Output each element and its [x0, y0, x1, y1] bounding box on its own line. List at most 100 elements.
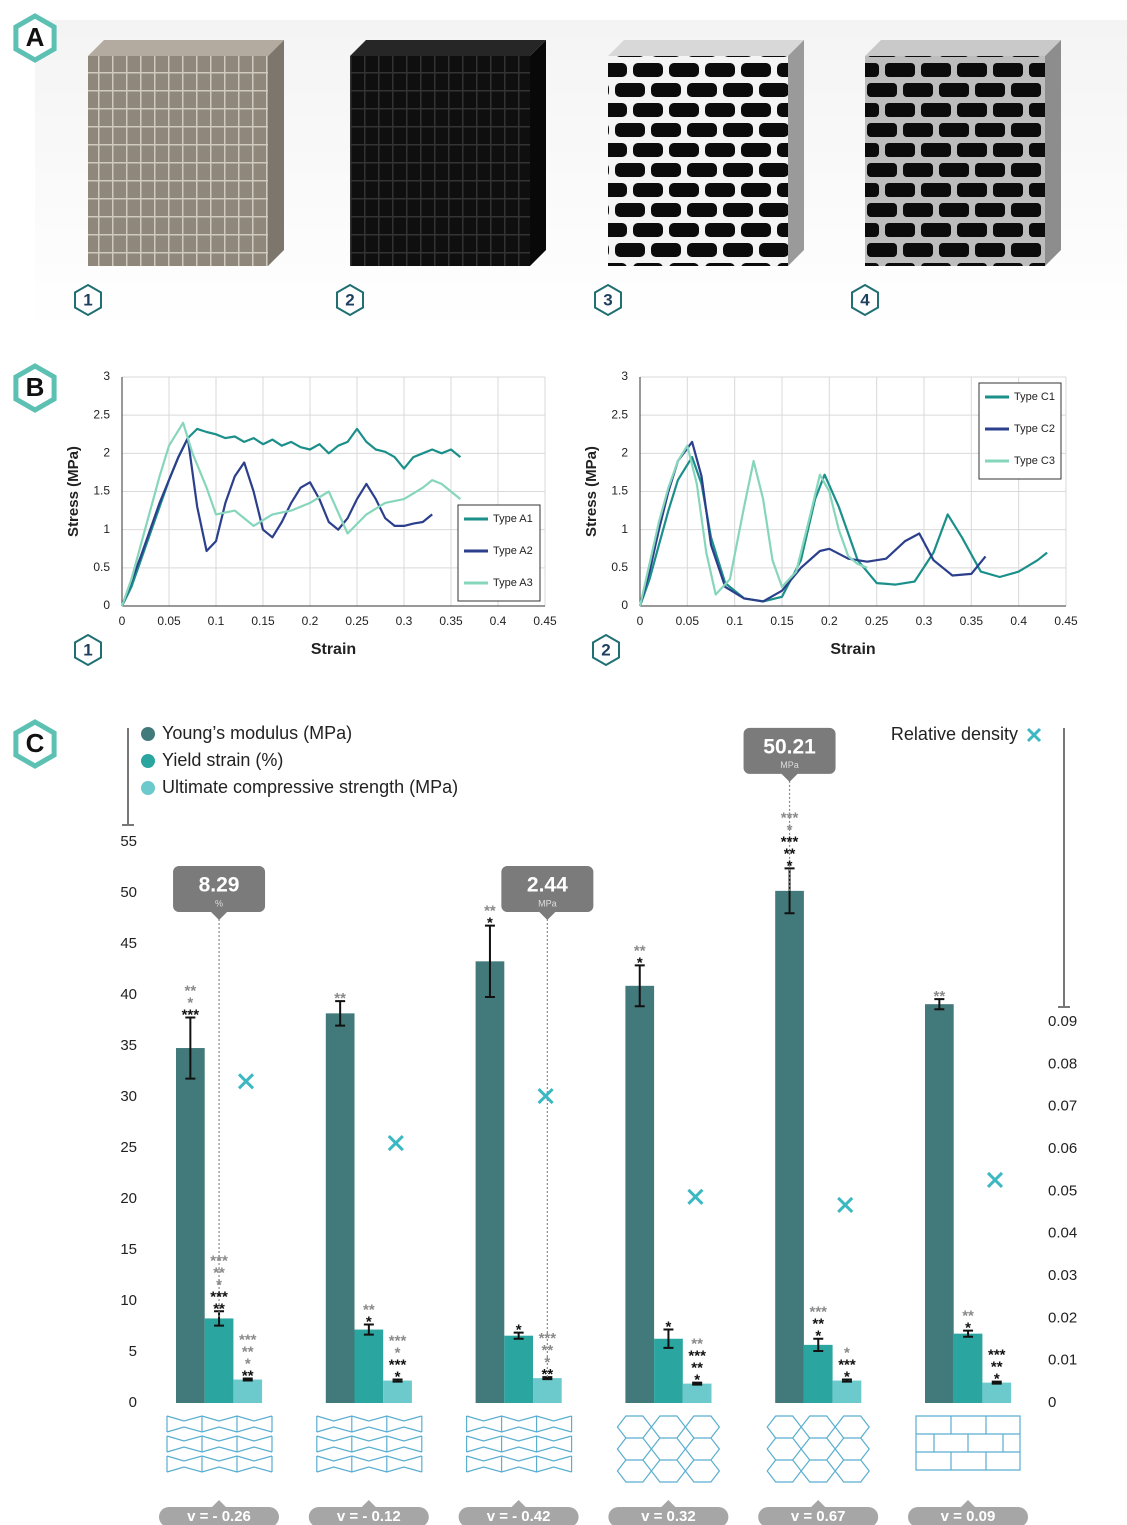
x-tick-label: 0.45	[1054, 614, 1078, 628]
x-axis-label: Strain	[311, 641, 356, 658]
bar	[925, 1004, 954, 1403]
legend-box	[457, 504, 541, 602]
number-badge	[336, 283, 364, 317]
y-tick-label: 1	[103, 522, 110, 536]
unit-cell-icon	[166, 1415, 273, 1473]
significance-mark: *	[245, 1355, 251, 1372]
error-bar	[841, 1378, 852, 1383]
significance-mark: **	[634, 942, 646, 959]
x-axis-label: Strain	[830, 641, 875, 658]
significance-mark: *	[516, 1322, 522, 1339]
significance-mark: **	[542, 1342, 554, 1359]
cube-side	[1045, 40, 1061, 266]
significance-mark: *	[787, 821, 793, 838]
significance-mark: **	[213, 1300, 225, 1317]
significance-mark: ***	[781, 833, 799, 850]
significance-mark: *	[216, 1276, 222, 1293]
density-marker	[687, 1188, 704, 1205]
y-tick-label: 2.5	[93, 407, 110, 421]
category-pill	[758, 1500, 879, 1525]
significance-mark: **	[812, 1316, 824, 1333]
y-tick-label: 5	[129, 1343, 137, 1360]
density-marker	[986, 1171, 1004, 1188]
significance-mark: *	[187, 994, 193, 1011]
significance-mark: *	[487, 915, 493, 932]
cube-front	[865, 56, 1045, 266]
significance-mark: **	[185, 982, 197, 999]
legend-label: Type A3	[493, 577, 533, 589]
cube-side	[788, 40, 804, 266]
significance-mark: **	[784, 845, 796, 862]
legend-label: Type C1	[1014, 391, 1055, 403]
significance-mark: *	[815, 1328, 821, 1345]
category-label: v = 0.67	[791, 1508, 846, 1525]
callout-unit: MPa	[538, 898, 557, 908]
bar	[233, 1379, 263, 1403]
significance-mark: ***	[838, 1357, 856, 1374]
y-tick-label: 40	[120, 986, 137, 1003]
y-tick-label: 25	[120, 1139, 137, 1156]
significance-mark: ***	[809, 1304, 827, 1321]
significance-mark: **	[242, 1367, 254, 1384]
cube-front	[608, 56, 788, 266]
error-bar	[392, 1378, 403, 1383]
significance-mark: ***	[781, 809, 799, 826]
cube-front	[88, 56, 268, 266]
density-marker	[237, 1073, 255, 1090]
y-tick-label: 0	[621, 598, 628, 612]
significance-mark: **	[691, 1336, 703, 1353]
number-badge	[592, 633, 620, 667]
bar	[504, 1335, 533, 1403]
significance-mark: *	[694, 1372, 700, 1389]
x-tick-label: 0.1	[726, 614, 743, 628]
category-label: v = 0.32	[641, 1508, 696, 1525]
number-badge	[74, 633, 102, 667]
y2-tick-label: 0.01	[1048, 1352, 1077, 1369]
number-badge	[594, 283, 622, 317]
bar	[682, 1383, 712, 1403]
unit-cell-icon	[616, 1415, 721, 1483]
callout-box	[501, 866, 594, 920]
x-tick-label: 0	[637, 614, 644, 628]
x-tick-label: 0.3	[916, 614, 933, 628]
error-bar	[363, 1323, 374, 1336]
category-pill	[159, 1500, 279, 1525]
density-marker	[837, 1196, 854, 1213]
significance-mark: *	[844, 1369, 850, 1386]
bar	[383, 1380, 412, 1403]
line-series	[638, 456, 1048, 607]
significance-mark: ***	[239, 1331, 257, 1348]
cube-side	[530, 40, 546, 266]
legend-marker	[1026, 727, 1042, 743]
significance-mark: ***	[389, 1357, 407, 1374]
panel-label: A	[26, 22, 45, 52]
callout-box	[173, 866, 266, 920]
axis-bracket	[1058, 728, 1070, 1008]
number-label: 4	[860, 290, 870, 309]
legend-label: Type A1	[493, 513, 533, 525]
significance-mark: *	[395, 1369, 401, 1386]
panel-badge	[13, 719, 57, 769]
significance-mark: *	[844, 1345, 850, 1362]
y2-tick-label: 0.05	[1048, 1182, 1077, 1199]
error-bar	[634, 964, 645, 1008]
axis-bracket	[122, 728, 134, 826]
significance-mark: ***	[539, 1330, 557, 1347]
x-tick-label: 0.2	[821, 614, 838, 628]
y-tick-label: 3	[103, 369, 110, 383]
x-tick-label: 0.25	[345, 614, 369, 628]
y2-tick-label: 0.09	[1048, 1013, 1077, 1030]
significance-mark: *	[637, 954, 643, 971]
error-bar	[242, 1377, 253, 1382]
y2-tick-label: 0	[1048, 1394, 1056, 1411]
line-series	[120, 437, 433, 607]
y2-tick-label: 0.06	[1048, 1140, 1077, 1157]
x-tick-label: 0.05	[676, 614, 700, 628]
unit-cell-icon	[316, 1415, 423, 1473]
number-label: 1	[83, 290, 92, 309]
significance-mark: *	[787, 857, 793, 874]
x-tick-label: 0.1	[208, 614, 225, 628]
significance-mark: *	[366, 1313, 372, 1330]
x-tick-label: 0.2	[302, 614, 319, 628]
